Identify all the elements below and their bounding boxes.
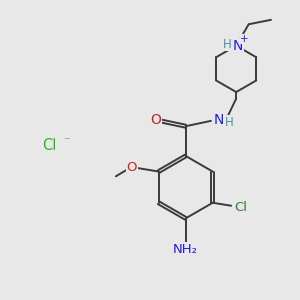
Text: N: N (232, 39, 243, 53)
Text: O: O (151, 113, 161, 127)
Text: +: + (240, 34, 249, 44)
Text: Cl: Cl (234, 201, 247, 214)
Text: N: N (214, 113, 224, 127)
Text: H: H (225, 116, 234, 129)
Text: NH₂: NH₂ (173, 243, 198, 256)
Text: Cl: Cl (42, 138, 56, 153)
Text: H: H (223, 38, 232, 51)
Text: ⁻: ⁻ (63, 135, 70, 148)
Text: O: O (127, 161, 137, 174)
